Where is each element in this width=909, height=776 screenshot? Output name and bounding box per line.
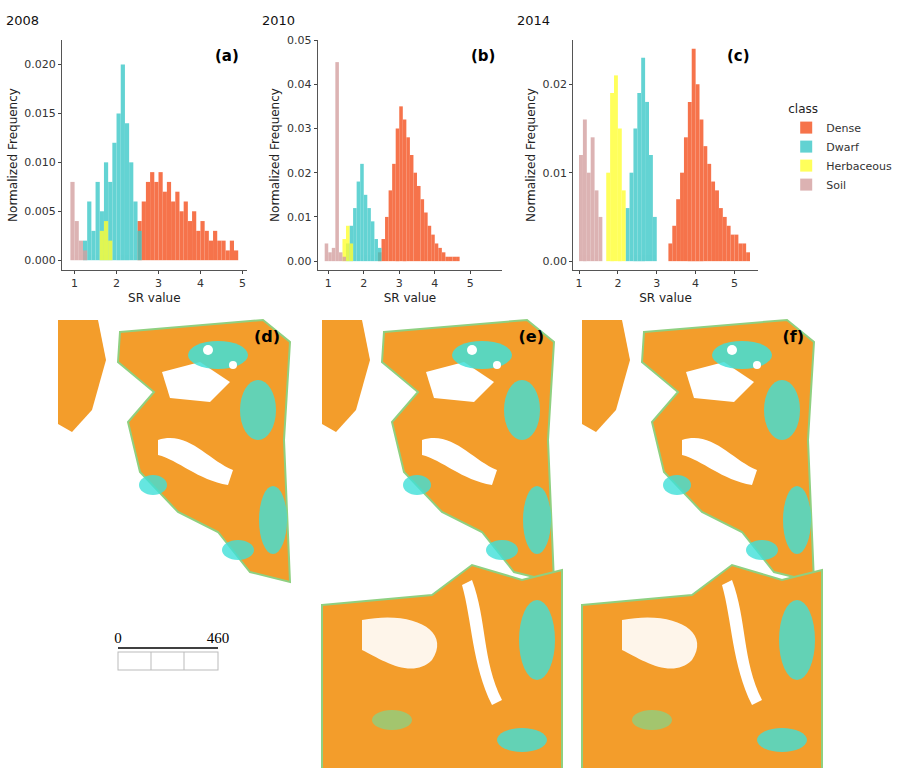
svg-text:SR value: SR value (128, 291, 181, 305)
svg-text:1: 1 (576, 277, 583, 290)
svg-text:0.03: 0.03 (287, 122, 312, 135)
svg-text:(d): (d) (254, 327, 280, 346)
svg-text:0.020: 0.020 (24, 58, 56, 71)
svg-text:(e): (e) (519, 327, 544, 346)
svg-text:SR value: SR value (384, 291, 437, 305)
svg-text:2014: 2014 (517, 13, 550, 28)
svg-text:(b): (b) (471, 47, 495, 65)
svg-text:0.00: 0.00 (287, 255, 312, 268)
svg-text:0.04: 0.04 (287, 78, 312, 91)
svg-text:(c): (c) (727, 47, 750, 65)
svg-text:3: 3 (396, 277, 403, 290)
svg-text:Normalized Frequency: Normalized Frequency (268, 88, 282, 222)
svg-text:0.02: 0.02 (287, 167, 312, 180)
svg-text:5: 5 (731, 277, 738, 290)
svg-text:1: 1 (325, 277, 332, 290)
svg-text:2: 2 (113, 277, 120, 290)
svg-text:0.02: 0.02 (543, 78, 568, 91)
svg-text:SR value: SR value (639, 291, 692, 305)
svg-text:2: 2 (614, 277, 621, 290)
svg-text:(f): (f) (782, 327, 804, 346)
svg-text:0: 0 (114, 630, 122, 646)
svg-text:2010: 2010 (262, 13, 295, 28)
svg-text:0.00: 0.00 (543, 255, 568, 268)
svg-text:Normalized Frequency: Normalized Frequency (524, 88, 538, 222)
svg-text:0.015: 0.015 (24, 107, 56, 120)
svg-text:0.01: 0.01 (543, 167, 568, 180)
svg-text:4: 4 (197, 277, 204, 290)
svg-text:0.05: 0.05 (287, 34, 312, 47)
svg-text:0.010: 0.010 (24, 156, 56, 169)
svg-text:Normalized Frequency: Normalized Frequency (6, 88, 20, 222)
svg-text:2: 2 (360, 277, 367, 290)
svg-text:4: 4 (692, 277, 699, 290)
svg-text:(a): (a) (215, 47, 239, 65)
svg-text:4: 4 (431, 277, 438, 290)
svg-text:2008: 2008 (6, 13, 39, 28)
svg-text:Soil: Soil (826, 179, 846, 192)
svg-text:0.005: 0.005 (24, 205, 56, 218)
svg-text:Dense: Dense (826, 122, 861, 135)
svg-text:0.000: 0.000 (24, 254, 56, 267)
svg-text:5: 5 (239, 277, 246, 290)
svg-text:class: class (788, 102, 818, 116)
svg-text:Herbaceous: Herbaceous (826, 160, 892, 173)
svg-text:0.01: 0.01 (287, 211, 312, 224)
svg-text:Dwarf: Dwarf (826, 141, 860, 154)
svg-text:5: 5 (467, 277, 474, 290)
svg-text:460: 460 (207, 630, 230, 646)
svg-text:3: 3 (155, 277, 162, 290)
svg-text:1: 1 (71, 277, 78, 290)
svg-text:3: 3 (653, 277, 660, 290)
